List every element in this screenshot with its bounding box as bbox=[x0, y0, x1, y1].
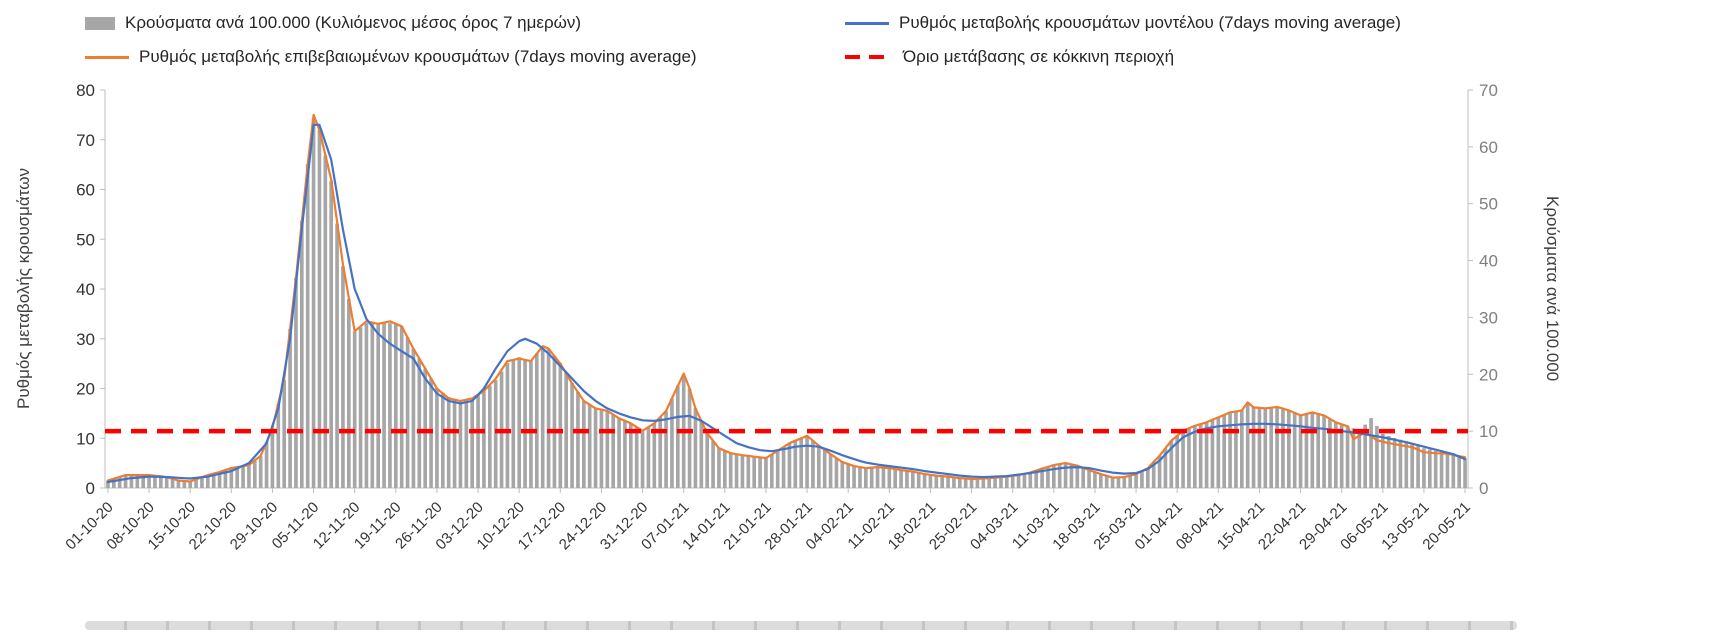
legend-item-confirmed-rate: Ρυθμός μεταβολής επιβεβαιωμένων κρουσμάτ… bbox=[85, 47, 845, 67]
bar-swatch-icon bbox=[85, 16, 115, 30]
svg-text:30: 30 bbox=[76, 330, 95, 349]
svg-text:60: 60 bbox=[76, 181, 95, 200]
legend-item-cases-bars: Κρούσματα ανά 100.000 (Κυλιόμενος μέσος … bbox=[85, 13, 845, 33]
svg-text:30: 30 bbox=[1479, 308, 1498, 327]
svg-text:10: 10 bbox=[76, 429, 95, 448]
svg-text:80: 80 bbox=[76, 81, 95, 100]
legend-label: Ρυθμός μεταβολής κρουσμάτων μοντέλου (7d… bbox=[899, 13, 1401, 32]
svg-text:60: 60 bbox=[1479, 138, 1498, 157]
chart-legend: Κρούσματα ανά 100.000 (Κυλιόμενος μέσος … bbox=[85, 6, 1401, 74]
legend-label: Κρούσματα ανά 100.000 (Κυλιόμενος μέσος … bbox=[125, 13, 582, 32]
line-series bbox=[105, 113, 1468, 484]
svg-text:20: 20 bbox=[76, 380, 95, 399]
svg-text:70: 70 bbox=[1479, 81, 1498, 100]
legend-item-model-rate: Ρυθμός μεταβολής κρουσμάτων μοντέλου (7d… bbox=[845, 13, 1401, 33]
svg-text:40: 40 bbox=[76, 280, 95, 299]
line-swatch-icon bbox=[85, 55, 129, 59]
svg-text:10: 10 bbox=[1479, 422, 1498, 441]
right-axis-title: Κρούσματα ανά 100.000 bbox=[1543, 196, 1562, 382]
svg-text:50: 50 bbox=[1479, 195, 1498, 214]
svg-text:0: 0 bbox=[86, 479, 95, 498]
bars-series bbox=[106, 118, 1467, 489]
svg-text:20: 20 bbox=[1479, 365, 1498, 384]
legend-label: Όριο μετάβασης σε κόκκινη περιοχή bbox=[903, 47, 1175, 66]
svg-text:0: 0 bbox=[1479, 479, 1488, 498]
svg-text:40: 40 bbox=[1479, 252, 1498, 271]
legend-label: Ρυθμός μεταβολής επιβεβαιωμένων κρουσμάτ… bbox=[139, 47, 697, 66]
legend-item-red-threshold: Όριο μετάβασης σε κόκκινη περιοχή bbox=[845, 47, 1401, 67]
horizontal-scrollbar[interactable] bbox=[85, 621, 1517, 630]
dashed-line-swatch-icon bbox=[845, 55, 893, 59]
svg-text:50: 50 bbox=[76, 230, 95, 249]
line-swatch-icon bbox=[845, 21, 889, 25]
svg-text:70: 70 bbox=[76, 131, 95, 150]
